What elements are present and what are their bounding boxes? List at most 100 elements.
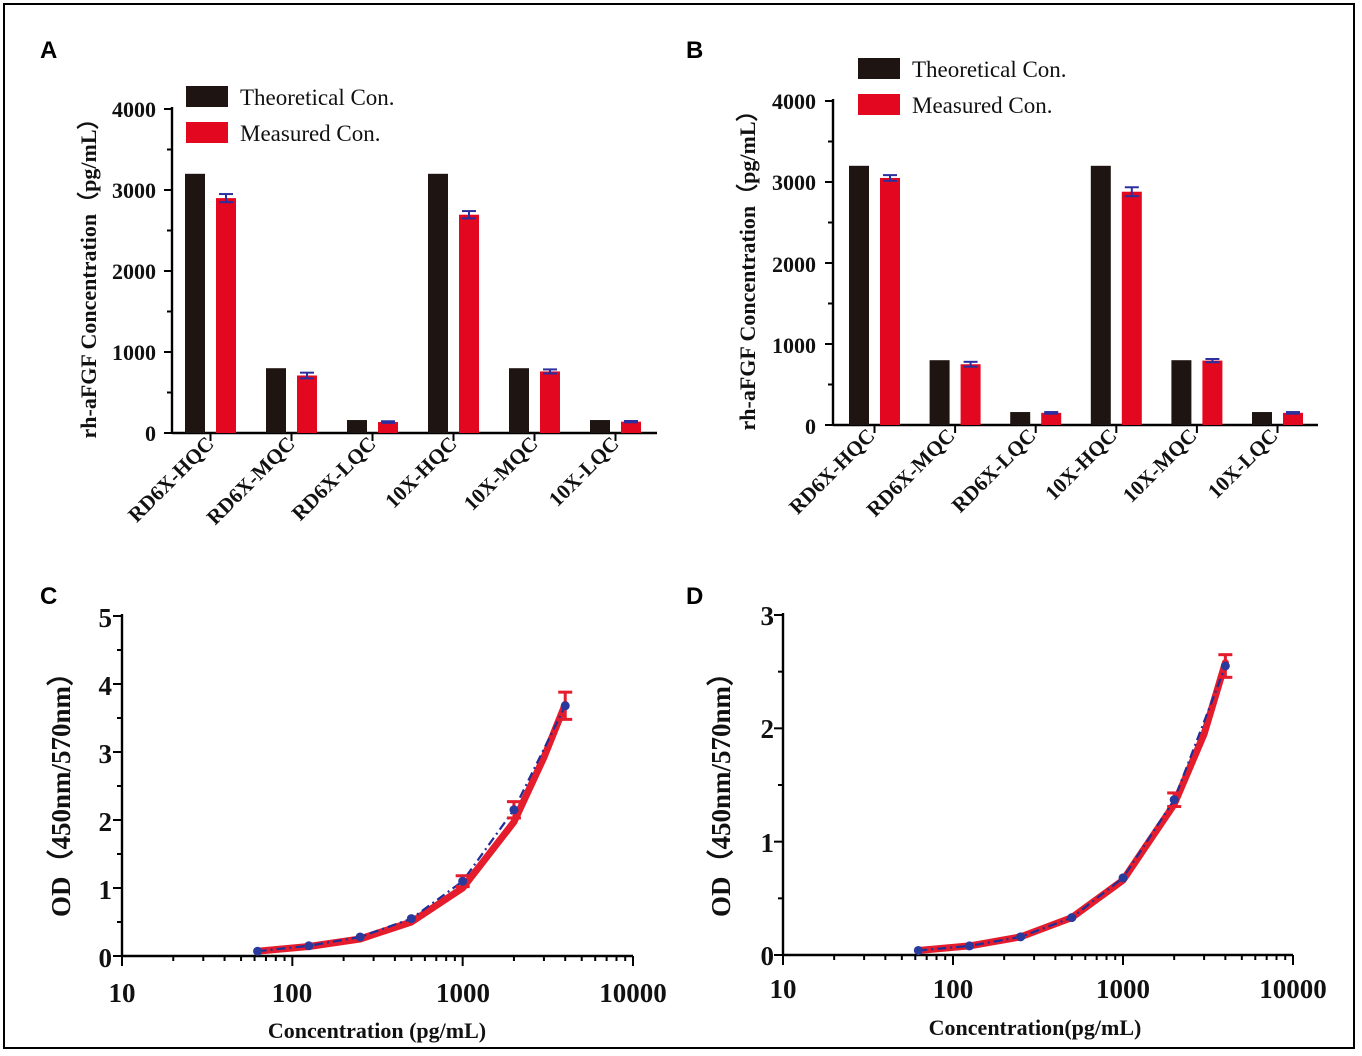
panel-a-cat-label: RD6X-LQC [287,432,381,526]
panel-c-data-point [509,805,519,815]
panel-c-ytick: 4 [99,671,113,701]
panel-c-x-axis: 10 100 1000 10000 [109,978,667,1008]
panel-d-y-axis: 0 1 2 3 [761,601,775,971]
panel-a-y-axis: 0 1000 2000 3000 4000 [112,97,156,446]
panel-b-ytick: 4000 [772,89,816,114]
panel-a-bar-theoretical [509,368,529,433]
panel-a: A rh-aFGF Concentration（pg/mL） 0 1000 20… [40,37,624,529]
panel-d-xtick: 10 [770,974,797,1004]
panel-a-bar-measured [621,421,641,433]
panel-d-xtick: 100 [933,974,974,1004]
panel-d-ytick: 3 [761,601,775,631]
panel-c: C OD（450nm/570nm） Concentration (pg/mL) … [40,583,667,1043]
legend-swatch-measured [858,94,900,115]
panel-d-data-point [1118,873,1128,883]
panel-b-bar-theoretical [1090,165,1111,426]
panel-b-y-title: rh-aFGF Concentration（pg/mL） [735,100,760,431]
panel-c-data-point [560,701,570,711]
panel-b-label: B [686,37,703,64]
panel-b-ytick: 3000 [772,170,816,195]
panel-c-xtick: 10 [109,978,136,1008]
panel-d-data-point [1169,795,1179,805]
panel-b: B rh-aFGF Concentration（pg/mL） 0 1000 20… [686,37,1283,521]
panel-a-legend: Theoretical Con. Measured Con. [186,85,395,146]
panel-d-data-point [1067,913,1077,923]
legend-label-measured: Measured Con. [912,93,1053,118]
panel-b-cat-label: 10X-MQC [1118,424,1202,508]
panel-b-x-axis: RD6X-HQC RD6X-MQC RD6X-LQC 10X-HQC 10X-M… [784,424,1282,522]
panel-a-cat-label: 10X-LQC [544,432,624,512]
panel-c-data-point [355,932,365,942]
panel-d-ytick: 0 [761,941,775,971]
panel-a-bar-measured [216,198,236,433]
panel-b-bar-theoretical [929,360,950,425]
panel-d-xtick: 1000 [1096,974,1150,1004]
panel-a-cat-label: RD6X-MQC [202,432,300,530]
panel-a-label: A [40,37,57,64]
panel-b-bar-measured [1202,360,1223,425]
figure-frame [3,3,1355,1049]
panel-c-ytick: 0 [99,943,113,973]
panel-a-x-axis: RD6X-HQC RD6X-MQC RD6X-LQC 10X-HQC 10X-M… [123,432,623,530]
panel-d-data-point [1016,932,1026,942]
panel-a-bar-theoretical [266,368,286,433]
panel-b-ytick: 1000 [772,333,816,358]
panel-a-bar-measured [297,375,317,433]
panel-b-legend: Theoretical Con. Measured Con. [858,57,1067,118]
panel-a-bar-theoretical [185,173,205,434]
legend-swatch-theoretical [186,86,228,107]
panel-a-ytick: 3000 [112,178,156,203]
legend-label-measured: Measured Con. [240,121,381,146]
panel-b-bar-measured [880,177,900,425]
panel-b-bar-measured [1283,412,1303,425]
panel-c-ytick: 1 [99,875,113,905]
panel-d-data-point [964,941,974,951]
panel-b-bar-theoretical [1010,412,1031,425]
panel-d-y-title: OD（450nm/570nm） [706,659,736,917]
panel-c-xtick: 1000 [436,978,490,1008]
panel-d-ytick: 2 [761,714,775,744]
legend-swatch-theoretical [858,58,900,79]
panel-b-cat-label: 10X-HQC [1040,424,1121,505]
panel-a-bar-theoretical [347,420,367,433]
panel-a-ytick: 4000 [112,97,156,122]
panel-a-cat-label: 10X-HQC [380,432,461,513]
panel-d-label: D [686,583,703,610]
panel-d-x-axis: 10 100 1000 10000 [770,974,1327,1004]
panel-d-data-point [1220,661,1230,671]
panel-a-cat-label: 10X-MQC [459,432,543,516]
panel-b-bar-measured [1121,191,1142,425]
panel-c-data-point [253,946,263,956]
panel-d-data-line [918,665,1227,952]
panel-c-data-point [304,941,314,951]
panel-b-bar-theoretical [1171,360,1192,425]
panel-d-x-title: Concentration(pg/mL) [929,1015,1142,1040]
panel-c-xtick: 10000 [599,978,667,1008]
panel-d-xtick: 10000 [1259,974,1327,1004]
panel-a-bar-theoretical [428,173,448,434]
panel-d: D OD（450nm/570nm） Concentration(pg/mL) 0… [686,583,1327,1040]
panel-c-y-axis: 0 1 2 3 4 5 [99,603,113,973]
panel-b-bar-theoretical [849,165,869,426]
panel-a-ytick: 2000 [112,259,156,284]
panel-a-ytick: 0 [145,421,156,446]
panel-d-data-point [913,945,923,955]
panel-c-label: C [40,583,57,610]
legend-swatch-measured [186,122,228,143]
panel-a-bar-theoretical [590,420,610,433]
panel-b-ytick: 0 [805,414,816,439]
panel-d-ytick: 1 [761,828,775,858]
panel-c-xtick: 100 [272,978,313,1008]
panel-b-bar-measured [960,364,981,425]
panel-a-bar-measured [540,371,560,433]
chart-marks [113,99,1318,966]
panel-c-ytick: 3 [99,739,113,769]
legend-label-theoretical: Theoretical Con. [240,85,395,110]
panel-c-ytick: 2 [99,807,113,837]
panel-b-bar-measured [1041,412,1062,425]
panel-b-ytick: 2000 [772,252,816,277]
panel-a-bar-measured [378,422,398,433]
panel-c-data-point [406,914,416,924]
panel-b-bar-theoretical [1252,412,1272,425]
